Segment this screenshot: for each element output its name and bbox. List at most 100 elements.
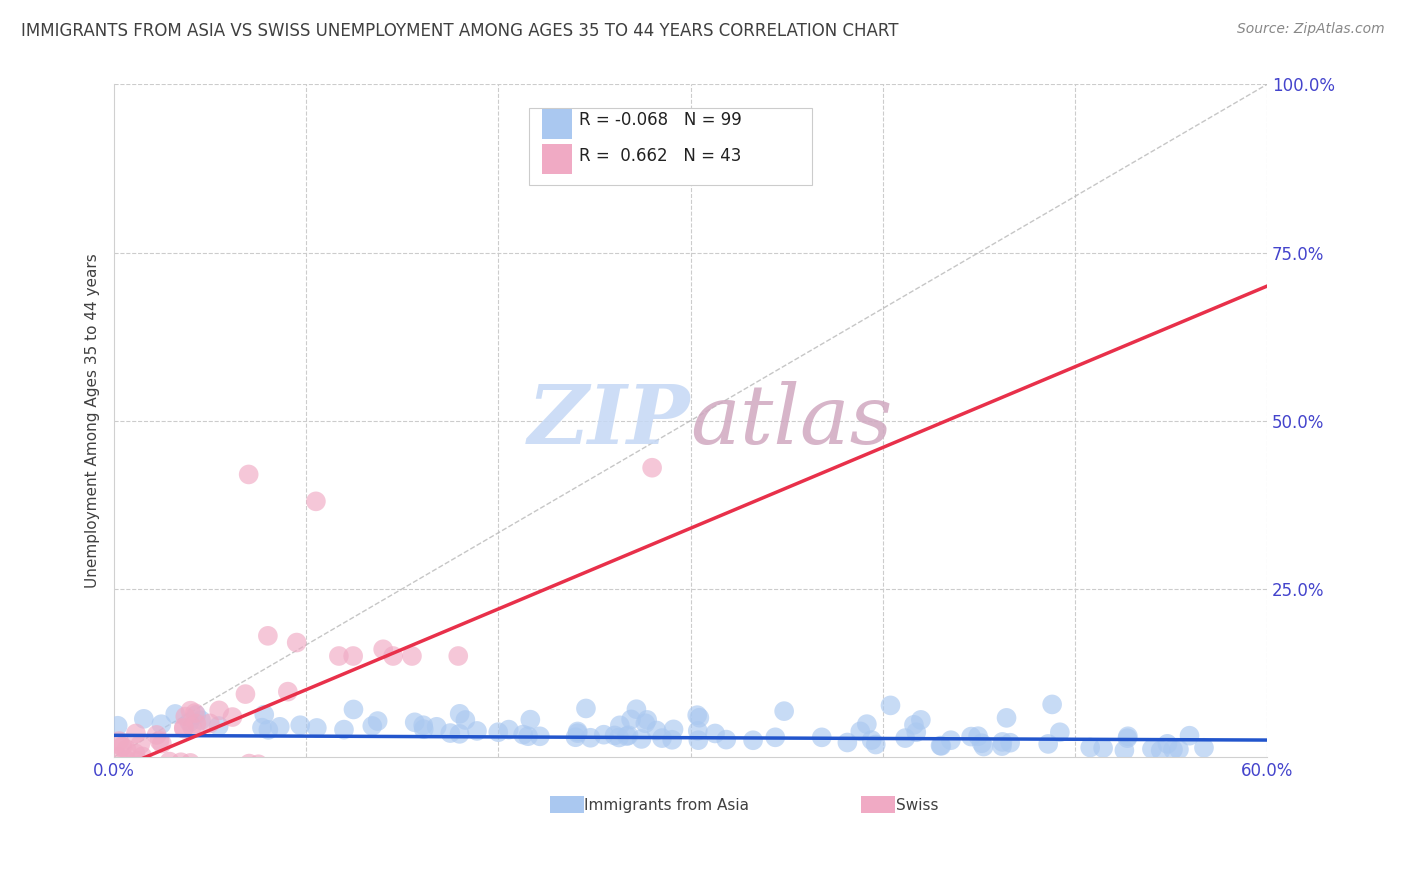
Point — [342, 648, 364, 663]
Point — [995, 711, 1018, 725]
Point — [865, 738, 887, 752]
Point — [662, 723, 685, 737]
Point — [235, 687, 257, 701]
Point — [636, 713, 658, 727]
Point — [454, 713, 477, 727]
Point — [165, 706, 187, 721]
Point — [860, 733, 883, 747]
Point — [124, 747, 146, 761]
Point — [742, 733, 765, 747]
Point — [1156, 737, 1178, 751]
Point — [404, 715, 426, 730]
Point — [929, 739, 952, 753]
Point — [159, 755, 181, 769]
Point — [257, 723, 280, 737]
Point — [498, 723, 520, 737]
Point — [145, 728, 167, 742]
Point — [449, 727, 471, 741]
Point — [998, 736, 1021, 750]
Point — [148, 733, 170, 747]
Point — [1161, 742, 1184, 756]
Point — [373, 642, 395, 657]
Point — [290, 718, 312, 732]
Point — [651, 731, 673, 745]
FancyBboxPatch shape — [550, 797, 583, 814]
Point — [567, 726, 589, 740]
Point — [1178, 729, 1201, 743]
Point — [129, 738, 152, 752]
Point — [150, 717, 173, 731]
Point — [412, 723, 434, 737]
Point — [903, 718, 925, 732]
Point — [186, 707, 208, 722]
Point — [910, 713, 932, 727]
Point — [186, 716, 208, 731]
Point — [1150, 743, 1173, 757]
Text: ZIP: ZIP — [527, 381, 690, 460]
Point — [517, 729, 540, 743]
Point — [129, 758, 152, 772]
Point — [179, 704, 201, 718]
Point — [603, 728, 626, 742]
Point — [198, 716, 221, 731]
Point — [132, 712, 155, 726]
Point — [367, 714, 389, 728]
Point — [170, 756, 193, 770]
Point — [512, 728, 534, 742]
Point — [447, 648, 470, 663]
Point — [630, 731, 652, 746]
Point — [1092, 741, 1115, 756]
Point — [567, 724, 589, 739]
Text: R = -0.068   N = 99: R = -0.068 N = 99 — [579, 112, 741, 129]
Point — [626, 702, 648, 716]
Point — [328, 648, 350, 663]
Point — [449, 706, 471, 721]
Point — [173, 722, 195, 736]
Point — [973, 739, 995, 754]
Point — [382, 648, 405, 663]
Point — [575, 701, 598, 715]
Point — [333, 723, 356, 737]
Point — [107, 750, 129, 764]
Point — [929, 739, 952, 753]
Point — [110, 739, 132, 754]
FancyBboxPatch shape — [541, 109, 572, 139]
Point — [837, 735, 859, 749]
Point — [107, 719, 129, 733]
Point — [221, 710, 243, 724]
Text: Swiss: Swiss — [896, 797, 938, 813]
Point — [1116, 729, 1139, 743]
Point — [181, 720, 204, 734]
Point — [253, 707, 276, 722]
Point — [111, 739, 134, 754]
Point — [1078, 740, 1101, 755]
Point — [174, 709, 197, 723]
FancyBboxPatch shape — [860, 797, 894, 814]
Point — [115, 742, 138, 756]
Point — [905, 725, 928, 739]
Point — [716, 732, 738, 747]
Point — [894, 731, 917, 745]
Point — [1140, 742, 1163, 756]
Point — [579, 731, 602, 745]
Point — [269, 720, 291, 734]
Point — [960, 730, 983, 744]
Point — [1192, 740, 1215, 755]
Point — [967, 729, 990, 743]
Text: Immigrants from Asia: Immigrants from Asia — [585, 797, 749, 813]
Point — [108, 734, 131, 748]
Point — [617, 728, 640, 742]
Text: R =  0.662   N = 43: R = 0.662 N = 43 — [579, 146, 741, 165]
Point — [645, 723, 668, 738]
Point — [991, 739, 1014, 753]
Point — [688, 711, 710, 725]
Point — [305, 494, 328, 508]
Point — [426, 720, 449, 734]
Point — [849, 724, 872, 739]
Point — [238, 467, 260, 482]
Point — [939, 733, 962, 747]
Point — [412, 718, 434, 732]
Point — [686, 723, 709, 738]
Point — [439, 726, 461, 740]
Point — [208, 719, 231, 733]
